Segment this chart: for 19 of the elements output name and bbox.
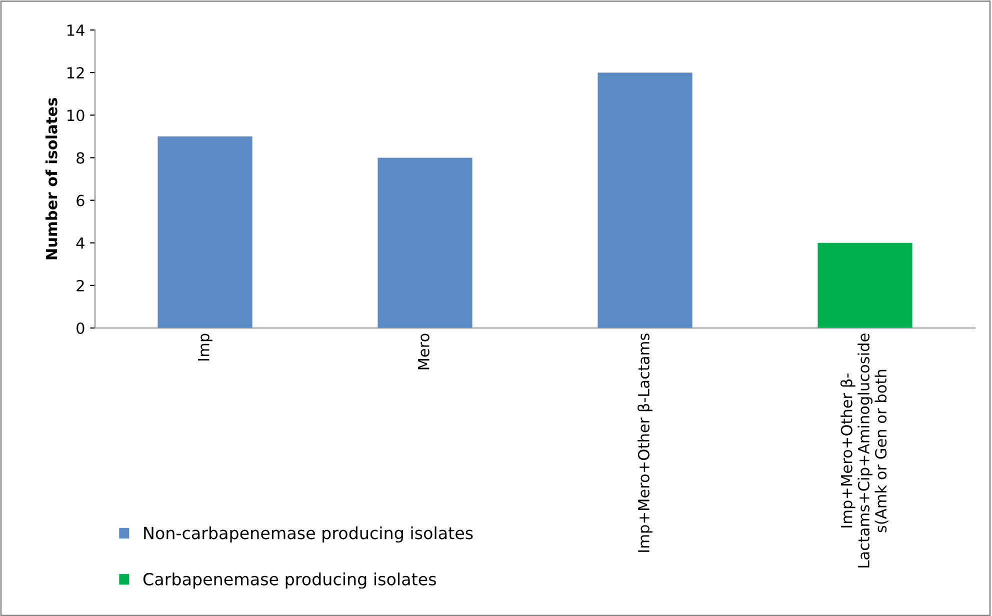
y-tick-label: 8 xyxy=(76,152,84,164)
x-tick-label: Imp+Mero+Other β- Lactams+Cip+Aminoglucoside s(Amk or Gen or both xyxy=(840,334,888,568)
bar xyxy=(158,136,252,328)
y-tick-label: 12 xyxy=(68,67,84,78)
y-tick-label: 14 xyxy=(68,24,84,36)
bar xyxy=(598,72,692,328)
y-tick-label: 0 xyxy=(76,322,84,334)
y-tick-label: 4 xyxy=(76,238,84,249)
y-axis-title: Number of isolates xyxy=(45,98,58,260)
y-tick-label: 10 xyxy=(68,110,84,122)
legend-label: Carbapenemase producing isolates xyxy=(143,572,436,589)
bar xyxy=(818,242,912,328)
bar xyxy=(378,158,472,328)
y-tick-label: 2 xyxy=(76,280,84,292)
legend-label: Non-carbapenemase producing isolates xyxy=(144,526,473,543)
x-tick-label: Imp+Mero+Other β-Lactams xyxy=(638,334,652,552)
x-tick-label: Imp xyxy=(198,334,212,360)
x-tick-label: Mero xyxy=(418,334,430,370)
y-tick-label: 6 xyxy=(76,194,84,206)
